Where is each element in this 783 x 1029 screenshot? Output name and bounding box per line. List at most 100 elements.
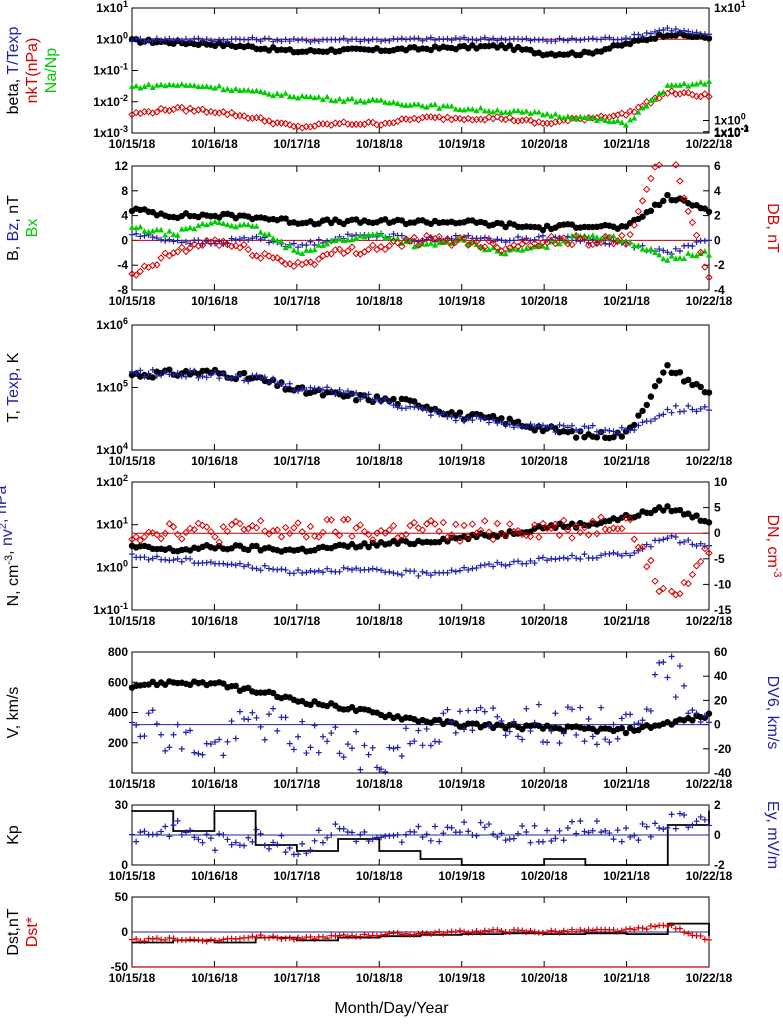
data-point — [423, 570, 430, 577]
data-point — [614, 827, 621, 834]
data-point — [651, 382, 659, 390]
data-point — [364, 530, 373, 539]
data-point — [676, 925, 683, 932]
data-point — [589, 240, 597, 249]
data-point — [681, 408, 688, 415]
data-point — [294, 519, 302, 527]
data-point — [527, 421, 534, 428]
y2-tick-label: -2 — [714, 858, 725, 872]
data-point — [432, 101, 439, 107]
data-point — [377, 243, 385, 251]
data-point — [423, 35, 430, 42]
data-point — [269, 120, 277, 128]
data-point — [539, 519, 547, 528]
series-b — [128, 191, 713, 234]
data-point — [614, 735, 621, 742]
data-point — [337, 936, 339, 939]
data-point — [593, 554, 600, 561]
x-tick-label: 10/15/18 — [109, 137, 156, 151]
x-tick-label: 10/19/18 — [438, 777, 485, 791]
data-point — [195, 222, 202, 229]
x-tick-label: 10/21/18 — [603, 971, 650, 985]
data-point — [676, 247, 683, 254]
data-point — [668, 811, 675, 818]
x-tick-label: 10/16/18 — [191, 869, 238, 883]
data-point — [489, 535, 497, 544]
x-tick-label: 10/17/18 — [273, 869, 320, 883]
data-point — [440, 830, 447, 837]
data-point — [523, 560, 530, 567]
data-point — [448, 824, 455, 831]
data-point — [643, 823, 650, 830]
data-point — [456, 413, 463, 420]
data-point — [614, 928, 621, 935]
data-point — [523, 108, 530, 114]
data-point — [693, 252, 700, 259]
data-point — [323, 515, 331, 524]
data-point — [332, 821, 339, 828]
data-point — [244, 525, 252, 533]
data-point — [365, 751, 372, 758]
data-point — [182, 238, 189, 245]
data-point — [485, 37, 492, 44]
data-point — [456, 106, 463, 113]
data-point — [502, 36, 509, 43]
data-point — [394, 36, 401, 43]
data-point — [626, 230, 634, 239]
data-point — [361, 392, 368, 399]
data-point — [252, 252, 261, 260]
data-point — [515, 830, 522, 837]
x-tick-label: 10/18/18 — [356, 777, 403, 791]
data-point — [469, 832, 476, 839]
data-point — [697, 932, 704, 939]
data-point — [618, 838, 625, 845]
data-point — [282, 849, 289, 856]
data-point — [647, 393, 655, 400]
data-point — [220, 560, 227, 567]
data-point — [473, 413, 480, 420]
data-point — [137, 223, 144, 230]
data-point — [207, 220, 214, 226]
data-point — [452, 237, 459, 244]
data-point — [460, 234, 468, 242]
y2-tick-label: -15 — [714, 603, 732, 617]
data-point — [191, 82, 198, 88]
data-point — [241, 842, 248, 849]
data-point — [178, 535, 186, 543]
data-point — [708, 934, 710, 937]
data-point — [141, 83, 148, 90]
data-point — [580, 523, 589, 532]
data-point — [369, 744, 376, 751]
y-tick-label: 400 — [108, 706, 128, 720]
data-point — [435, 716, 443, 724]
data-point — [435, 113, 443, 121]
data-point — [261, 374, 268, 381]
data-point — [432, 242, 439, 248]
x-tick-label: 10/21/18 — [603, 869, 650, 883]
y-axis-title: Kp — [5, 825, 22, 845]
data-point — [307, 934, 314, 941]
y2-tick-label: 1x10-2 — [714, 124, 749, 140]
data-point — [651, 163, 659, 171]
data-point — [706, 822, 712, 829]
data-point — [560, 837, 567, 844]
data-point — [622, 514, 630, 522]
data-point — [672, 825, 679, 832]
data-point — [349, 95, 356, 102]
data-point — [539, 554, 546, 561]
data-point — [514, 418, 522, 425]
data-point — [693, 238, 700, 245]
data-point — [660, 255, 667, 262]
y2-tick-label: 0 — [714, 526, 721, 540]
y-tick-label: 4 — [121, 209, 128, 223]
data-point — [133, 722, 140, 729]
data-point — [402, 36, 409, 43]
data-point — [597, 238, 605, 247]
data-point — [460, 864, 463, 866]
data-point — [689, 81, 696, 87]
data-point — [643, 926, 650, 933]
data-point — [631, 421, 638, 429]
data-point — [697, 813, 704, 820]
data-point — [693, 80, 700, 87]
data-point — [265, 711, 272, 718]
